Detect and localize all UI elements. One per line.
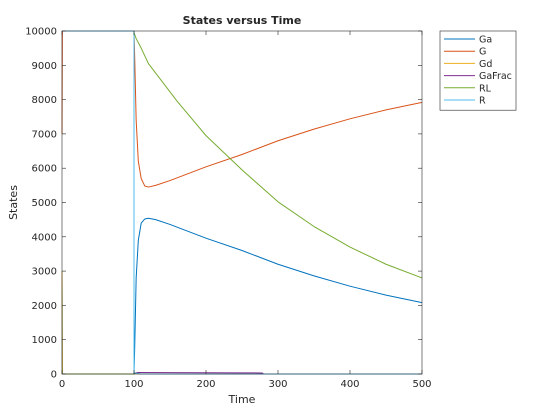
legend-label-rl: RL <box>479 83 492 94</box>
y-tick-label: 10000 <box>25 27 57 38</box>
x-tick-label: 300 <box>268 379 287 390</box>
x-tick-label: 500 <box>412 379 431 390</box>
legend-label-ga: Ga <box>479 35 492 46</box>
x-tick-label: 100 <box>124 379 143 390</box>
y-tick-label: 1000 <box>32 335 57 346</box>
series-line-ga <box>61 217 423 375</box>
y-axis-label: States <box>7 185 20 220</box>
legend-box <box>439 30 517 111</box>
series-line-rl <box>62 32 423 375</box>
y-tick-label: 3000 <box>32 267 57 278</box>
y-tick-label: 9000 <box>32 61 57 72</box>
y-tick-label: 4000 <box>32 232 57 243</box>
x-axis-label: Time <box>228 393 256 406</box>
y-tick-label: 5000 <box>32 198 57 209</box>
chart-title: States versus Time <box>183 14 302 27</box>
y-tick-label: 7000 <box>32 129 57 140</box>
ticks-layer: 0 100 200 300 400 500010002000300040005000600… <box>25 27 431 391</box>
legend-label-gafrac: GaFrac <box>479 71 512 82</box>
x-tick-label: 0 <box>59 379 65 390</box>
x-tick-label: 200 <box>196 379 215 390</box>
y-tick-label: 2000 <box>32 301 57 312</box>
x-tick-label: 400 <box>340 379 359 390</box>
plot-area <box>62 31 422 374</box>
legend-label-g: G <box>479 47 486 58</box>
y-tick-label: 8000 <box>32 95 57 106</box>
legend-label-gd: Gd <box>479 59 492 70</box>
series-line-g <box>61 30 423 188</box>
y-tick-label: 0 <box>51 370 57 381</box>
y-tick-label: 6000 <box>32 164 57 175</box>
legend-label-r: R <box>479 96 486 107</box>
